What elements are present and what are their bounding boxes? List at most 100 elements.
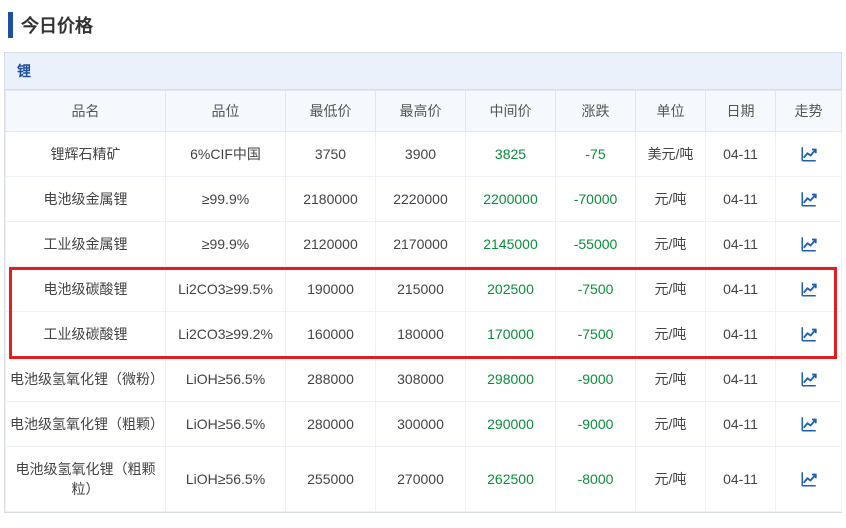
cell-unit: 元/吨: [636, 357, 706, 402]
cell-unit: 元/吨: [636, 177, 706, 222]
price-table: 品名品位最低价最高价中间价涨跌单位日期走势 锂辉石精矿6%CIF中国375039…: [5, 90, 842, 512]
cell-date: 04-11: [706, 402, 776, 447]
table-row: 电池级金属锂≥99.9%218000022200002200000-70000元…: [6, 177, 842, 222]
cell-low: 3750: [286, 132, 376, 177]
trend-chart-icon[interactable]: [800, 280, 818, 298]
table-row: 锂辉石精矿6%CIF中国375039003825-75美元/吨04-11: [6, 132, 842, 177]
cell-grade: LiOH≥56.5%: [166, 402, 286, 447]
cell-unit: 元/吨: [636, 222, 706, 267]
col-header-low: 最低价: [286, 91, 376, 132]
trend-chart-icon[interactable]: [800, 325, 818, 343]
cell-date: 04-11: [706, 357, 776, 402]
cell-low: 190000: [286, 267, 376, 312]
cell-date: 04-11: [706, 267, 776, 312]
table-row: 电池级氢氧化锂（粗颗粒）LiOH≥56.5%255000270000262500…: [6, 447, 842, 512]
cell-unit: 元/吨: [636, 267, 706, 312]
cell-date: 04-11: [706, 312, 776, 357]
trend-chart-icon[interactable]: [800, 415, 818, 433]
cell-change: -9000: [556, 402, 636, 447]
trend-chart-icon[interactable]: [800, 470, 818, 488]
cell-trend[interactable]: [776, 222, 842, 267]
cell-trend[interactable]: [776, 267, 842, 312]
table-row: 电池级碳酸锂Li2CO3≥99.5%190000215000202500-750…: [6, 267, 842, 312]
section-header: 锂: [5, 53, 841, 90]
table-row: 工业级金属锂≥99.9%212000021700002145000-55000元…: [6, 222, 842, 267]
trend-chart-icon[interactable]: [800, 145, 818, 163]
cell-mid: 3825: [466, 132, 556, 177]
col-header-change: 涨跌: [556, 91, 636, 132]
cell-change: -70000: [556, 177, 636, 222]
trend-chart-icon[interactable]: [800, 370, 818, 388]
cell-low: 160000: [286, 312, 376, 357]
cell-name: 电池级氢氧化锂（微粉）: [6, 357, 166, 402]
cell-change: -7500: [556, 312, 636, 357]
cell-trend[interactable]: [776, 357, 842, 402]
col-header-grade: 品位: [166, 91, 286, 132]
cell-unit: 元/吨: [636, 447, 706, 512]
cell-high: 3900: [376, 132, 466, 177]
cell-date: 04-11: [706, 447, 776, 512]
cell-grade: ≥99.9%: [166, 222, 286, 267]
table-row: 电池级氢氧化锂（微粉）LiOH≥56.5%288000308000298000-…: [6, 357, 842, 402]
cell-high: 180000: [376, 312, 466, 357]
table-header-row: 品名品位最低价最高价中间价涨跌单位日期走势: [6, 91, 842, 132]
trend-chart-icon[interactable]: [800, 235, 818, 253]
cell-mid: 262500: [466, 447, 556, 512]
cell-name: 电池级碳酸锂: [6, 267, 166, 312]
cell-high: 300000: [376, 402, 466, 447]
cell-date: 04-11: [706, 222, 776, 267]
cell-trend[interactable]: [776, 177, 842, 222]
cell-low: 2120000: [286, 222, 376, 267]
cell-low: 288000: [286, 357, 376, 402]
cell-high: 2170000: [376, 222, 466, 267]
col-header-name: 品名: [6, 91, 166, 132]
cell-trend[interactable]: [776, 132, 842, 177]
cell-change: -55000: [556, 222, 636, 267]
cell-grade: 6%CIF中国: [166, 132, 286, 177]
cell-grade: ≥99.9%: [166, 177, 286, 222]
cell-change: -75: [556, 132, 636, 177]
col-header-mid: 中间价: [466, 91, 556, 132]
trend-chart-icon[interactable]: [800, 190, 818, 208]
cell-trend[interactable]: [776, 312, 842, 357]
cell-name: 锂辉石精矿: [6, 132, 166, 177]
cell-high: 2220000: [376, 177, 466, 222]
cell-unit: 美元/吨: [636, 132, 706, 177]
cell-mid: 202500: [466, 267, 556, 312]
cell-low: 2180000: [286, 177, 376, 222]
cell-date: 04-11: [706, 177, 776, 222]
cell-name: 工业级碳酸锂: [6, 312, 166, 357]
cell-name: 电池级金属锂: [6, 177, 166, 222]
cell-trend[interactable]: [776, 402, 842, 447]
table-row: 工业级碳酸锂Li2CO3≥99.2%160000180000170000-750…: [6, 312, 842, 357]
col-header-unit: 单位: [636, 91, 706, 132]
page-title: 今日价格: [8, 12, 846, 38]
cell-low: 255000: [286, 447, 376, 512]
cell-change: -7500: [556, 267, 636, 312]
cell-mid: 2200000: [466, 177, 556, 222]
cell-trend[interactable]: [776, 447, 842, 512]
cell-high: 215000: [376, 267, 466, 312]
col-header-date: 日期: [706, 91, 776, 132]
col-header-high: 最高价: [376, 91, 466, 132]
cell-grade: Li2CO3≥99.2%: [166, 312, 286, 357]
cell-change: -8000: [556, 447, 636, 512]
cell-unit: 元/吨: [636, 402, 706, 447]
cell-grade: Li2CO3≥99.5%: [166, 267, 286, 312]
cell-grade: LiOH≥56.5%: [166, 357, 286, 402]
cell-name: 工业级金属锂: [6, 222, 166, 267]
cell-mid: 290000: [466, 402, 556, 447]
cell-mid: 170000: [466, 312, 556, 357]
cell-unit: 元/吨: [636, 312, 706, 357]
cell-low: 280000: [286, 402, 376, 447]
cell-high: 308000: [376, 357, 466, 402]
cell-high: 270000: [376, 447, 466, 512]
table-row: 电池级氢氧化锂（粗颗）LiOH≥56.5%280000300000290000-…: [6, 402, 842, 447]
cell-grade: LiOH≥56.5%: [166, 447, 286, 512]
price-table-container: 锂 品名品位最低价最高价中间价涨跌单位日期走势 锂辉石精矿6%CIF中国3750…: [4, 52, 842, 513]
cell-name: 电池级氢氧化锂（粗颗粒）: [6, 447, 166, 512]
cell-name: 电池级氢氧化锂（粗颗）: [6, 402, 166, 447]
cell-date: 04-11: [706, 132, 776, 177]
cell-mid: 298000: [466, 357, 556, 402]
col-header-trend: 走势: [776, 91, 842, 132]
